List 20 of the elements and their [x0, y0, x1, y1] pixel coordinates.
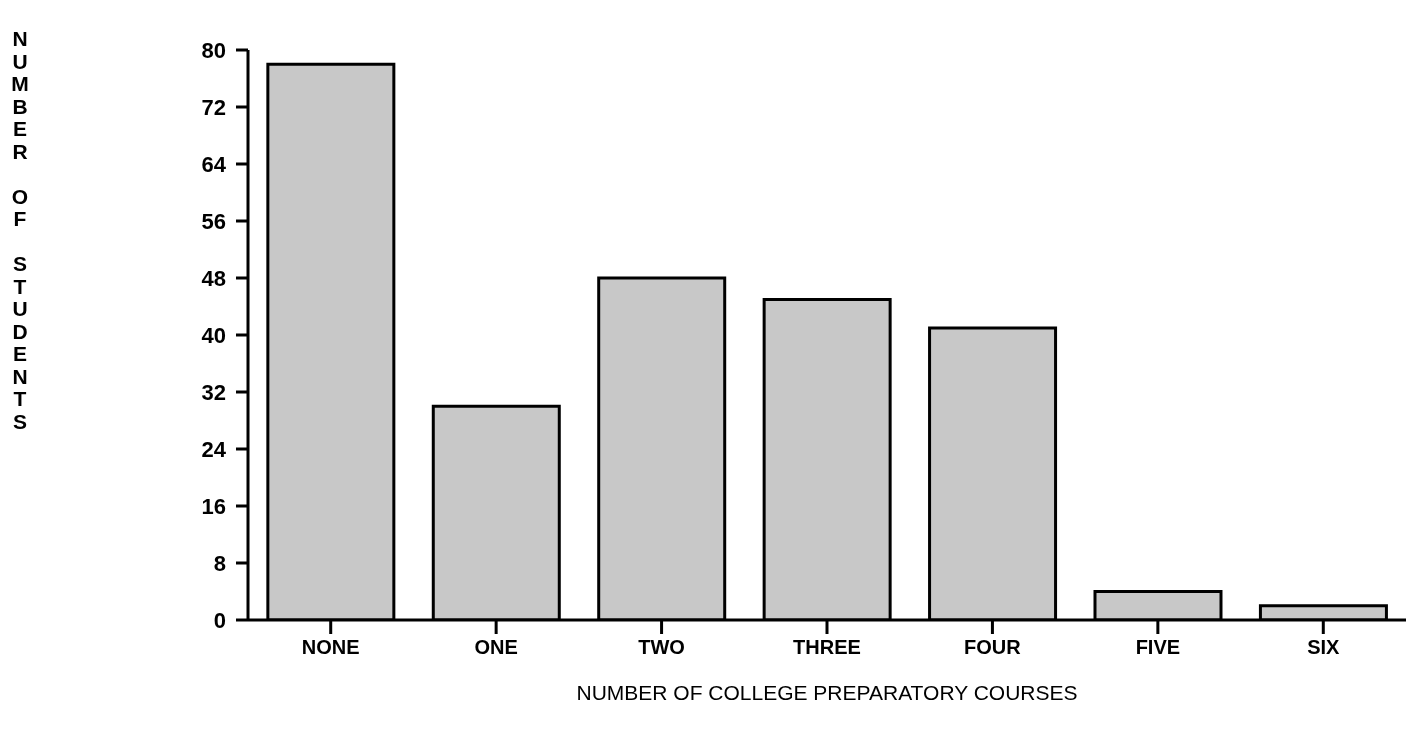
y-tick-label: 64	[201, 151, 227, 177]
y-tick-label: 32	[201, 379, 226, 405]
x-tick-label: ONE	[474, 636, 518, 659]
y-tick-label: 40	[201, 322, 226, 348]
text: NUMBER OF STUDENTS	[11, 27, 29, 433]
y-tick-label: 24	[201, 436, 227, 462]
x-tick-label: SIX	[1307, 636, 1341, 659]
y-tick-label: 56	[201, 208, 226, 234]
x-axis-title: NUMBER OF COLLEGE PREPARATORY COURSES	[576, 681, 1078, 704]
x-tick-label: NONE	[301, 636, 360, 659]
x-tick-label: TWO	[638, 636, 685, 659]
y-tick-label: 0	[213, 607, 226, 633]
x-tick-label: THREE	[793, 636, 861, 659]
x-tick-label: FIVE	[1135, 636, 1181, 659]
y-tick-label: 16	[201, 493, 226, 519]
y-tick-label: 48	[201, 265, 226, 291]
y-tick-label: 8	[213, 550, 226, 576]
y-tick-label: 80	[201, 37, 226, 63]
x-tick-label: FOUR	[964, 636, 1022, 659]
y-tick-label: 72	[201, 94, 226, 120]
